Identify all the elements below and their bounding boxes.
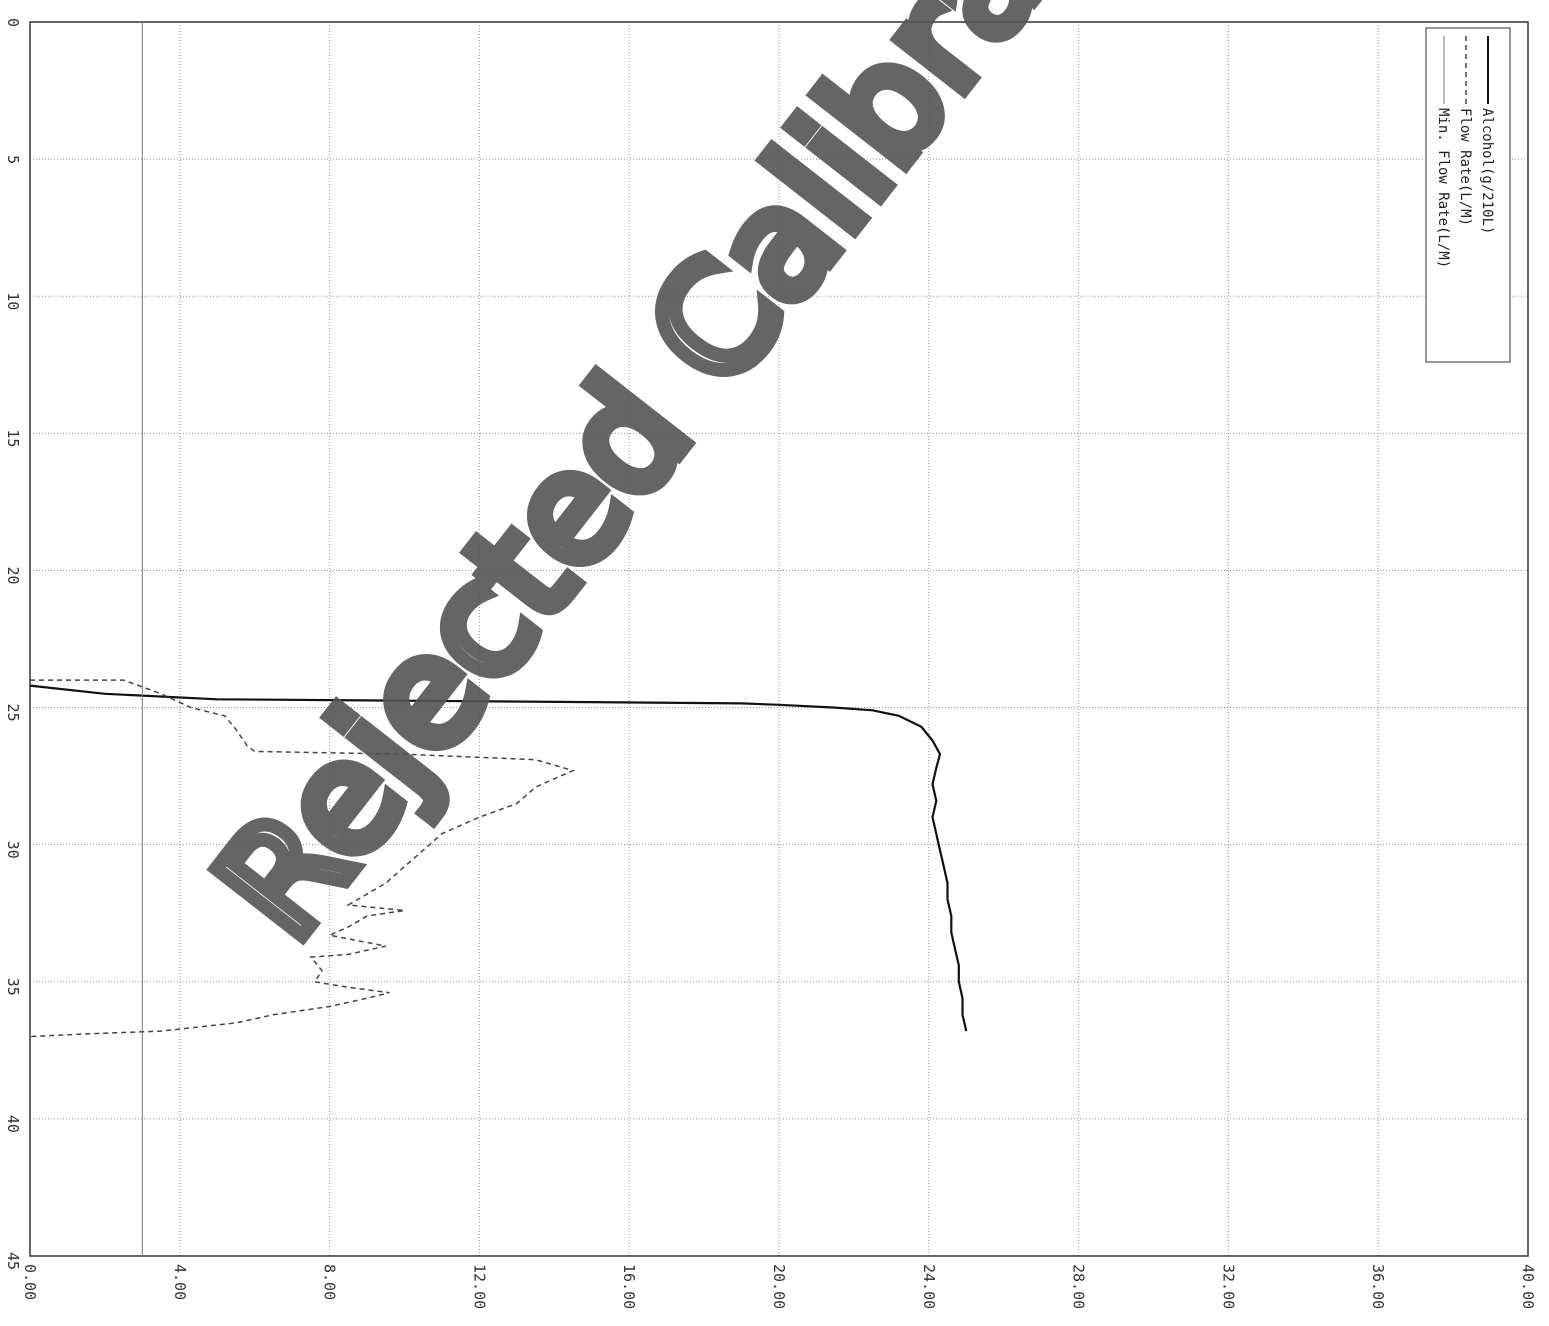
series-flow-rate-line: [29, 679, 576, 1038]
legend: Alcohol(g/210L) Flow Rate(L/M) Min. Flow…: [1425, 27, 1511, 363]
y-tick-label: 35: [4, 978, 22, 996]
legend-box: [1425, 27, 1511, 363]
x-tick-label: 12.00: [470, 1264, 488, 1309]
x-tick-label: 36.00: [1369, 1264, 1387, 1309]
legend-label-min-flow-rate: Min. Flow Rate(L/M): [1435, 108, 1451, 268]
legend-label-alcohol: Alcohol(g/210L): [1479, 108, 1495, 234]
y-tick-label: 10: [4, 292, 22, 310]
x-tick-label: 40.00: [1519, 1264, 1537, 1309]
y-tick-label: 0: [4, 18, 22, 27]
y-tick-label: 5: [4, 155, 22, 164]
y-tick-label: 20: [4, 566, 22, 584]
series-alcohol-line: [29, 684, 968, 1032]
x-tick-label: 32.00: [1219, 1264, 1237, 1309]
y-axis-ticks: 0 5 10 15 20 25 30 35 40 45: [4, 18, 22, 1270]
y-tick-label: 30: [4, 841, 22, 859]
grid-lines: [30, 22, 1528, 1256]
x-tick-label: 20.00: [770, 1264, 788, 1309]
y-tick-label: 40: [4, 1115, 22, 1133]
plot-frame: [29, 21, 1529, 1257]
y-tick-label: 25: [4, 704, 22, 722]
y-tick-label: 15: [4, 429, 22, 447]
x-tick-label: 8.00: [321, 1264, 339, 1300]
x-tick-label: 0.00: [21, 1264, 39, 1300]
series-layer: [29, 22, 968, 1256]
x-tick-label: 4.00: [171, 1264, 189, 1300]
legend-label-flow-rate: Flow Rate(L/M): [1457, 108, 1473, 226]
y-tick-label: 45: [4, 1252, 22, 1270]
x-tick-label: 28.00: [1070, 1264, 1088, 1309]
x-tick-label: 24.00: [920, 1264, 938, 1309]
watermark-text: Rejected Calibration: [184, 0, 1255, 970]
x-axis-ticks: 0.00 4.00 8.00 12.00 16.00 20.00 24.00 28.00 32.…: [21, 1264, 1537, 1309]
x-tick-label: 16.00: [620, 1264, 638, 1309]
